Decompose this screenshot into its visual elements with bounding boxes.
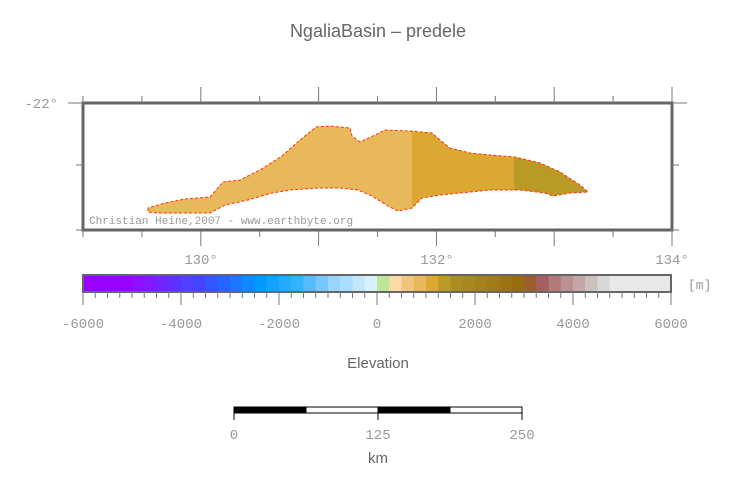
scale-unit: km	[368, 450, 388, 467]
basin-outline	[147, 125, 590, 214]
colorbar-segment	[230, 275, 243, 292]
map-ticks	[68, 87, 687, 246]
colorbar-title: Elevation	[347, 355, 409, 372]
colorbar-segment	[119, 275, 133, 292]
basin-fill	[148, 126, 588, 213]
colorbar-segment	[634, 275, 647, 292]
colorbar-tick-label: 4000	[556, 317, 590, 333]
scale-segment	[377, 406, 451, 414]
colorbar-segment	[132, 275, 145, 292]
colorbar-segment	[573, 275, 586, 292]
colorbar-segment	[475, 275, 488, 292]
scale-label-250: 250	[509, 428, 534, 444]
colorbar-tick-label: 6000	[654, 317, 688, 333]
colorbar-segment	[279, 275, 292, 292]
basin-zone-mid	[412, 126, 514, 213]
basin-zone-low	[148, 126, 412, 213]
colorbar-segment	[107, 275, 121, 292]
colorbar-segment	[622, 275, 635, 292]
colorbar-ticks	[82, 292, 672, 305]
colorbar-segment	[585, 275, 598, 292]
colorbar-segment	[364, 275, 378, 292]
colorbar-segment	[266, 275, 280, 292]
colorbar-segment	[291, 275, 304, 292]
scale-label-0: 0	[230, 428, 238, 444]
colorbar-segment	[548, 275, 562, 292]
colorbar-segment	[242, 275, 255, 292]
colorbar-segment	[254, 275, 268, 292]
colorbar-unit: [m]	[688, 278, 711, 293]
lon-label-134: 134°	[655, 253, 689, 269]
colorbar-tick-label: 2000	[458, 317, 492, 333]
colorbar-segment	[193, 275, 206, 292]
colorbar-segment	[413, 275, 427, 292]
scale-segment	[233, 406, 307, 414]
colorbar-segment	[462, 275, 476, 292]
lon-label-132: 132°	[420, 253, 454, 269]
map-title: NgaliaBasin – predele	[290, 21, 466, 41]
colorbar-tick-label: -4000	[160, 317, 202, 333]
colorbar-labels: -6000 -4000 -2000 0 2000 4000 6000	[62, 317, 688, 333]
colorbar-segment	[156, 275, 170, 292]
colorbar-tick-label: 0	[373, 317, 381, 333]
lon-label-130: 130°	[184, 253, 218, 269]
colorbar-segment	[340, 275, 353, 292]
colorbar-segment	[95, 275, 108, 292]
colorbar-segment	[499, 275, 513, 292]
colorbar-segment	[377, 275, 390, 292]
credit-text: Christian Heine,2007 - www.earthbyte.org	[89, 216, 353, 228]
colorbar-segment	[205, 275, 219, 292]
scale-label-125: 125	[365, 428, 390, 444]
scale-segment	[449, 406, 523, 414]
colorbar-segment	[536, 275, 549, 292]
lat-label: -22°	[24, 97, 58, 113]
colorbar-segment	[487, 275, 500, 292]
colorbar-segment	[658, 275, 672, 292]
colorbar-segment	[597, 275, 611, 292]
colorbar-segment	[328, 275, 341, 292]
colorbar-segment	[315, 275, 329, 292]
basin-zone-high	[514, 126, 588, 213]
colorbar-segment	[83, 275, 96, 292]
colorbar-segment	[217, 275, 231, 292]
colorbar	[83, 275, 672, 292]
colorbar-segment	[426, 275, 439, 292]
colorbar-segment	[168, 275, 182, 292]
colorbar-segment	[560, 275, 574, 292]
colorbar-segment	[646, 275, 660, 292]
colorbar-segment	[524, 275, 537, 292]
colorbar-segment	[511, 275, 525, 292]
colorbar-segment	[303, 275, 317, 292]
colorbar-segment	[450, 275, 464, 292]
colorbar-segment	[609, 275, 623, 292]
colorbar-tick-label: -6000	[62, 317, 104, 333]
colorbar-segment	[352, 275, 366, 292]
scale-segment	[305, 406, 379, 414]
colorbar-segment	[438, 275, 451, 292]
colorbar-tick-label: -2000	[258, 317, 300, 333]
colorbar-segment	[401, 275, 415, 292]
scale-bar	[233, 406, 523, 420]
colorbar-segment	[389, 275, 402, 292]
colorbar-segment	[144, 275, 157, 292]
colorbar-segment	[181, 275, 194, 292]
